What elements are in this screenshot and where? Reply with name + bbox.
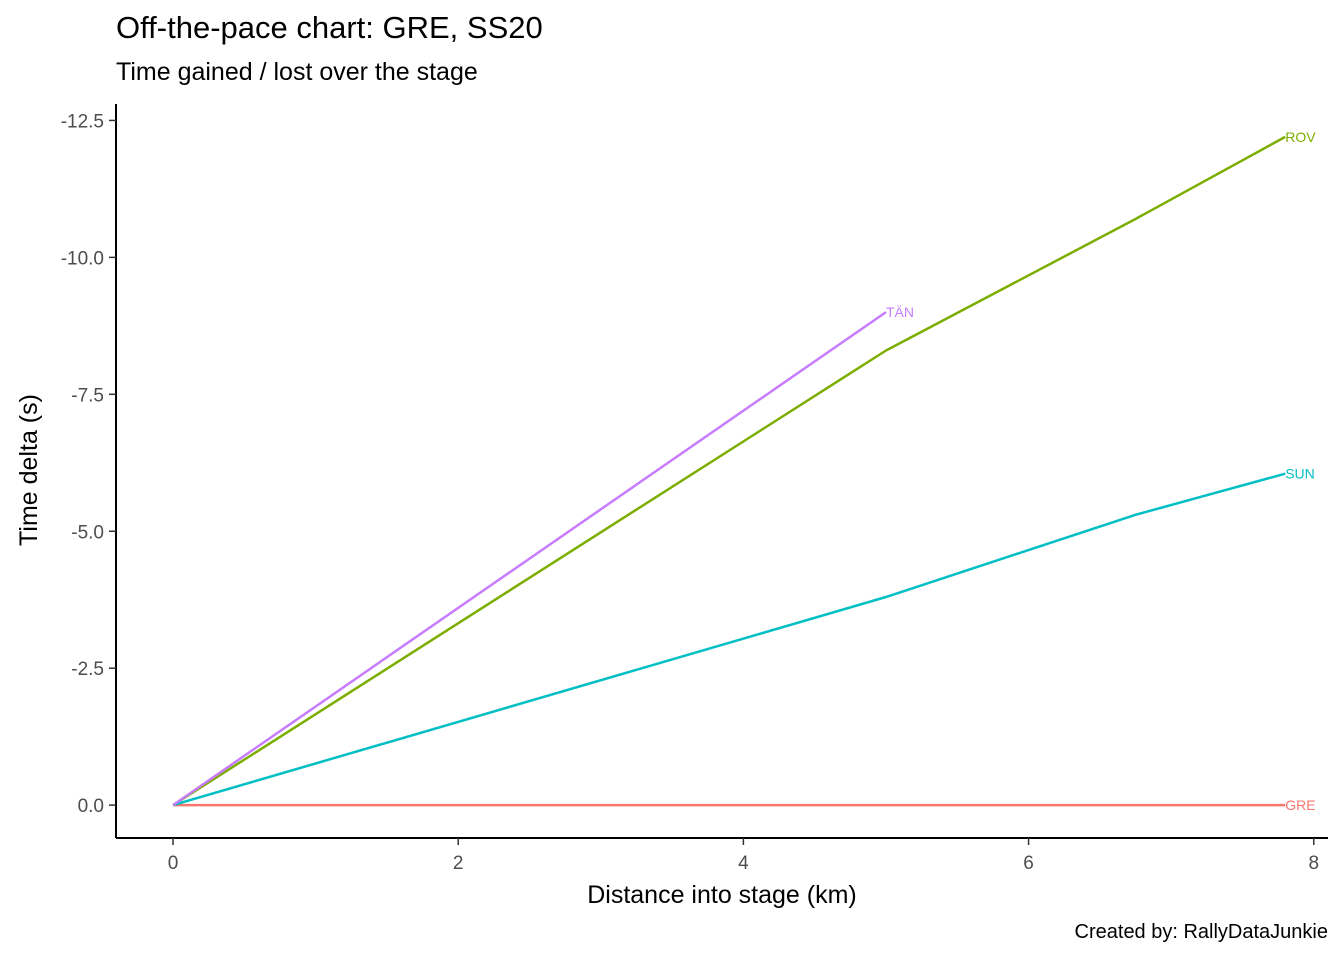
y-tick-label: -7.5 <box>71 385 104 406</box>
series-line-tän <box>172 311 887 807</box>
series-label-tän: TÄN <box>886 304 914 320</box>
y-axis-label: Time delta (s) <box>15 394 43 546</box>
y-tick-label: 0.0 <box>78 796 104 817</box>
chart-subtitle: Time gained / lost over the stage <box>116 58 478 86</box>
y-tick-label: -5.0 <box>71 522 104 543</box>
x-axis-label: Distance into stage (km) <box>587 881 857 909</box>
y-tick-label: -12.5 <box>61 111 104 132</box>
y-tick-label: -2.5 <box>71 659 104 680</box>
x-tick-label: 2 <box>453 853 464 874</box>
series-line-sun <box>172 472 1286 807</box>
y-tick-label: -10.0 <box>61 248 104 269</box>
x-tick-label: 6 <box>1023 853 1034 874</box>
x-tick-label: 8 <box>1308 853 1319 874</box>
series-label-sun: SUN <box>1285 466 1315 482</box>
chart-title: Off-the-pace chart: GRE, SS20 <box>116 10 543 45</box>
series-label-gre: GRE <box>1285 797 1315 813</box>
x-tick-label: 4 <box>738 853 749 874</box>
series-line-rov <box>172 135 1286 807</box>
x-tick-label: 0 <box>168 853 179 874</box>
chart-caption: Created by: RallyDataJunkie <box>1074 921 1328 943</box>
series-label-rov: ROV <box>1285 129 1316 145</box>
